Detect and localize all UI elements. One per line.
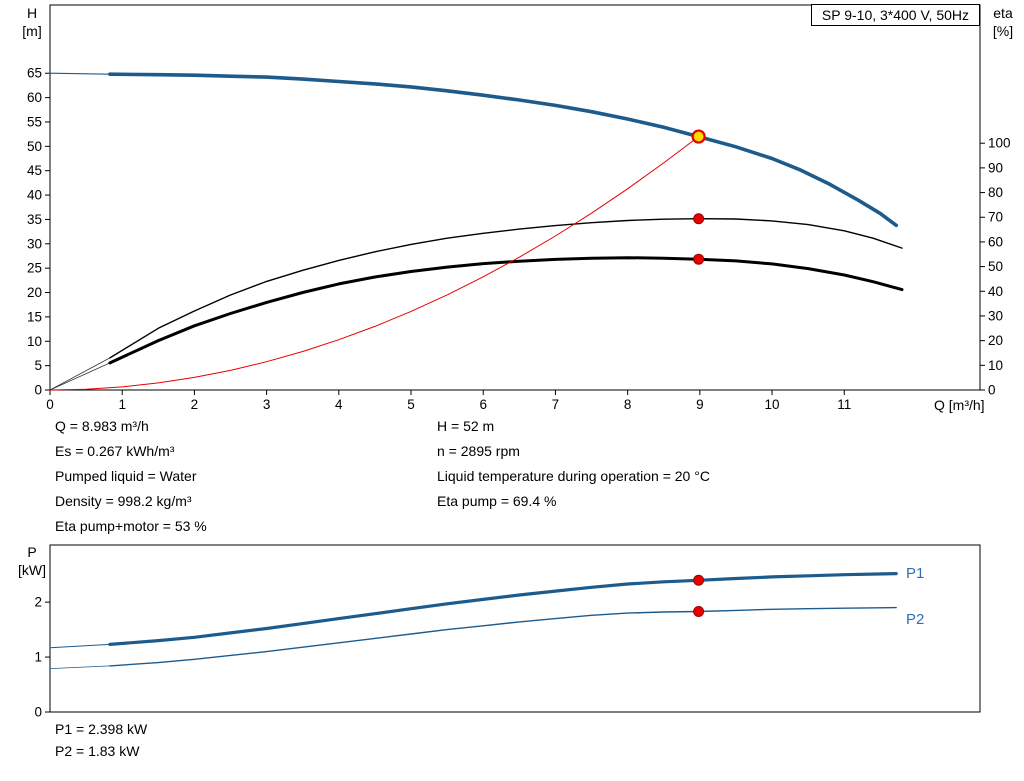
- head-curve-lead: [49, 72, 111, 75]
- y-right-tick-label: 60: [988, 234, 1003, 249]
- p1-curve-lead: [49, 643, 111, 649]
- p1-curve: [108, 572, 898, 646]
- p2-curve: [109, 606, 897, 667]
- y-left-tick-label: 60: [27, 90, 42, 105]
- h-axis-label-unit: [m]: [22, 23, 42, 39]
- performance-chart-border: [49, 4, 981, 391]
- p-axis-label: P [kW]: [10, 543, 54, 579]
- y-left-tick-label: 45: [27, 163, 42, 178]
- eta-axis-label-unit: [%]: [992, 23, 1014, 39]
- specific-energy-value: Es = 0.267 kWh/m³: [55, 443, 175, 459]
- duty-point-marker[interactable]: [691, 129, 706, 144]
- y-left-tick-label: 20: [27, 285, 42, 300]
- q-axis-label: Q [m³/h]: [934, 397, 985, 413]
- x-tick-label: 0: [46, 397, 54, 412]
- duty-data-left-column: Q = 8.983 m³/h Es = 0.267 kWh/m³ Pumped …: [55, 414, 207, 539]
- eta-axis-label-symbol: eta: [993, 5, 1013, 21]
- y-left-tick-label: 55: [27, 114, 42, 129]
- y-left-tick-label: 40: [27, 188, 42, 203]
- x-tick-label: 10: [765, 397, 780, 412]
- system-curve: [49, 136, 700, 391]
- power-data-column: P1 = 2.398 kW P2 = 1.83 kW: [55, 718, 147, 762]
- x-tick-label: 3: [263, 397, 271, 412]
- eta-pump-value: Eta pump = 69.4 %: [437, 493, 557, 509]
- y-right-tick-label: 40: [988, 284, 1003, 299]
- h-axis-label-symbol: H: [26, 5, 38, 21]
- y-left-tick-label: 5: [34, 358, 42, 373]
- y-right-tick-label: 100: [988, 136, 1011, 151]
- duty-data-right-column: H = 52 m n = 2895 rpm Liquid temperature…: [437, 414, 710, 514]
- p1-curve-label: P1: [906, 565, 925, 582]
- p2-value: P2 = 1.83 kW: [55, 743, 140, 759]
- p2-curve-lead: [49, 665, 111, 669]
- flow-value: Q = 8.983 m³/h: [55, 418, 149, 434]
- p-axis-label-symbol: P: [27, 544, 37, 560]
- eta-pump-curve: [109, 218, 903, 359]
- y-left-tick-label: 25: [27, 261, 42, 276]
- pump-title-box: SP 9-10, 3*400 V, 50Hz: [810, 4, 980, 26]
- x-tick-label: 11: [837, 397, 851, 412]
- y-left-tick-label: 30: [27, 236, 42, 251]
- eta-axis-label: eta [%]: [982, 4, 1024, 40]
- y-left-tick-label: 10: [27, 334, 42, 349]
- x-tick-label: 9: [696, 397, 704, 412]
- power-chart-border: [49, 544, 981, 713]
- y-left-tick-label: 50: [27, 139, 42, 154]
- head-curve: [108, 72, 898, 228]
- head-value: H = 52 m: [437, 418, 495, 434]
- eta-pump-motor-curve-lead: [49, 362, 111, 391]
- y-right-tick-label: 10: [988, 358, 1003, 373]
- x-tick-label: 5: [407, 397, 415, 412]
- liquid-temperature-value: Liquid temperature during operation = 20…: [437, 468, 710, 484]
- y-right-tick-label: 80: [988, 185, 1003, 200]
- p-axis-label-unit: [kW]: [18, 562, 46, 578]
- y-left-tick-label: 0: [34, 383, 42, 398]
- y-left-tick-label: 35: [27, 212, 42, 227]
- y-left-tick-label: 65: [27, 66, 42, 81]
- y-left-tick-label: 2: [34, 595, 42, 610]
- y-left-tick-label: 0: [34, 705, 42, 720]
- y-right-tick-label: 30: [988, 308, 1003, 323]
- operating-point-marker: [693, 605, 705, 617]
- x-tick-label: 4: [335, 397, 343, 412]
- pumped-liquid-value: Pumped liquid = Water: [55, 468, 197, 484]
- y-right-tick-label: 90: [988, 160, 1003, 175]
- y-right-tick-label: 0: [988, 383, 996, 398]
- x-tick-label: 8: [624, 397, 632, 412]
- eta-pump-motor-curve: [108, 256, 904, 365]
- h-axis-label: H [m]: [12, 4, 52, 40]
- eta-pump-motor-value: Eta pump+motor = 53 %: [55, 518, 207, 534]
- x-tick-label: 1: [118, 397, 126, 412]
- speed-value: n = 2895 rpm: [437, 443, 520, 459]
- x-tick-label: 2: [191, 397, 199, 412]
- density-value: Density = 998.2 kg/m³: [55, 493, 192, 509]
- x-tick-label: 7: [552, 397, 560, 412]
- eta-pump-curve-lead: [49, 357, 111, 391]
- p1-value: P1 = 2.398 kW: [55, 721, 148, 737]
- operating-point-marker: [693, 574, 705, 586]
- x-tick-label: 6: [479, 397, 487, 412]
- operating-point-marker: [693, 253, 705, 265]
- y-right-tick-label: 70: [988, 210, 1003, 225]
- y-left-tick-label: 1: [34, 650, 42, 665]
- p2-curve-label: P2: [906, 611, 925, 628]
- operating-point-marker: [693, 213, 705, 225]
- y-left-tick-label: 15: [27, 309, 42, 324]
- y-right-tick-label: 20: [988, 333, 1003, 348]
- y-right-tick-label: 50: [988, 259, 1003, 274]
